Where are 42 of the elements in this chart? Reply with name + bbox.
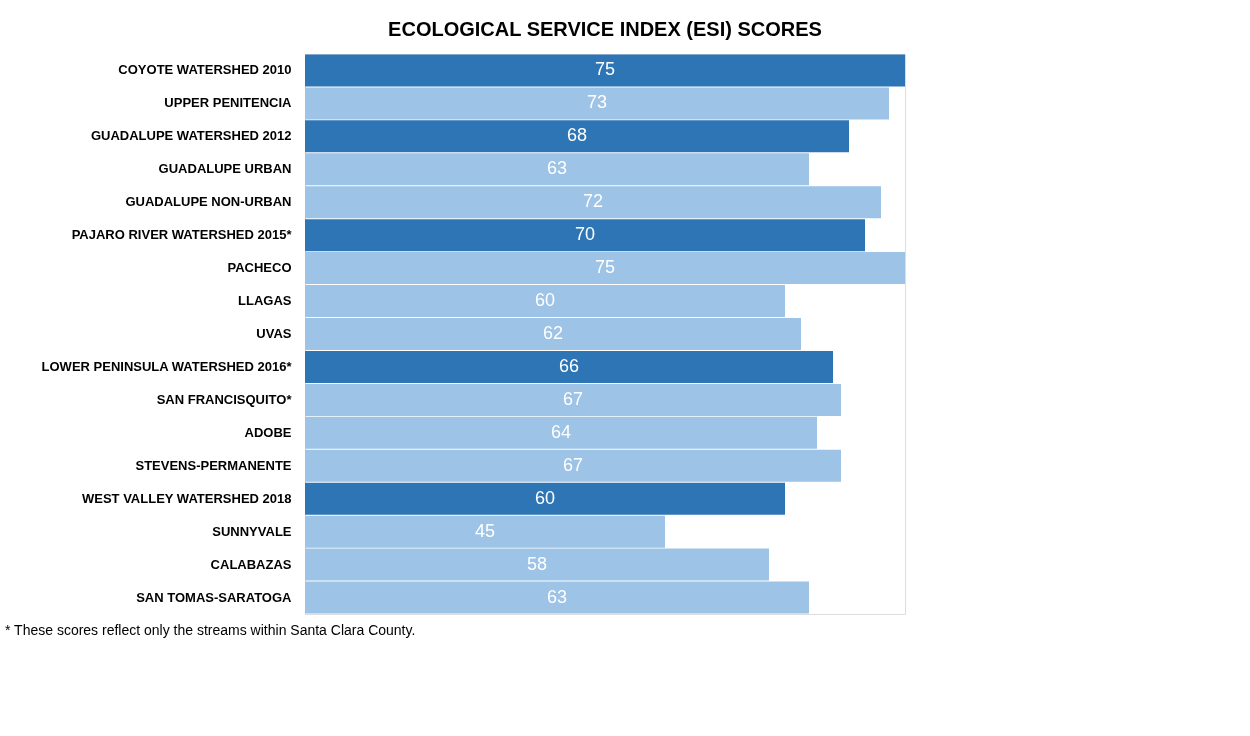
y-tick-label: ADOBE xyxy=(244,424,292,440)
y-tick-label: PAJARO RIVER WATERSHED 2015* xyxy=(71,227,293,243)
data-label: 66 xyxy=(558,355,580,376)
data-label: 73 xyxy=(586,92,608,113)
data-label: 75 xyxy=(594,59,616,80)
data-label: 58 xyxy=(526,553,548,574)
y-tick-label: LLAGAS xyxy=(238,293,292,309)
y-tick-label: GUADALUPE URBAN xyxy=(158,161,292,177)
data-label: 63 xyxy=(546,158,568,179)
bar xyxy=(305,219,865,252)
bar xyxy=(305,482,785,515)
data-label: 62 xyxy=(542,323,564,343)
y-tick-label: UVAS xyxy=(256,326,292,341)
y-tick-label: CALABAZAS xyxy=(210,556,292,572)
y-tick-label: WEST VALLEY WATERSHED 2018 xyxy=(82,490,292,506)
bar xyxy=(305,87,889,120)
data-label: 67 xyxy=(562,454,584,475)
data-label: 60 xyxy=(534,487,556,508)
y-tick-label: SUNNYVALE xyxy=(212,523,292,539)
data-label: 75 xyxy=(594,257,616,278)
data-label: 60 xyxy=(534,290,556,311)
y-tick-label: GUADALUPE WATERSHED 2012 xyxy=(90,128,292,144)
text: * These scores reflect only the streams within Santa Clara County. xyxy=(5,622,416,638)
bar xyxy=(305,120,849,153)
y-tick-label: LOWER PENINSULA WATERSHED 2016* xyxy=(41,358,293,374)
y-tick-label: COYOTE WATERSHED 2010 xyxy=(118,62,292,78)
y-tick-label: SAN FRANCISQUITO* xyxy=(156,391,293,407)
data-label: 70 xyxy=(574,224,596,245)
data-label: 72 xyxy=(582,191,604,212)
bar xyxy=(305,54,905,87)
y-tick-label: STEVENS-PERMANENTE xyxy=(135,457,292,473)
y-tick-label: GUADALUPE NON-URBAN xyxy=(125,194,292,210)
chart-title: ECOLOGICAL SERVICE INDEX (ESI) SCORES xyxy=(388,18,822,40)
bar xyxy=(305,350,833,383)
data-label: 67 xyxy=(562,388,584,409)
data-label: 68 xyxy=(566,125,588,146)
y-tick-label: SAN TOMAS-SARATOGA xyxy=(136,589,293,605)
y-tick-label: PACHECO xyxy=(227,260,292,276)
data-label: 64 xyxy=(550,421,572,442)
data-label: 63 xyxy=(546,586,568,607)
data-label: 45 xyxy=(474,520,496,541)
y-tick-label: UPPER PENITENCIA xyxy=(164,95,293,111)
